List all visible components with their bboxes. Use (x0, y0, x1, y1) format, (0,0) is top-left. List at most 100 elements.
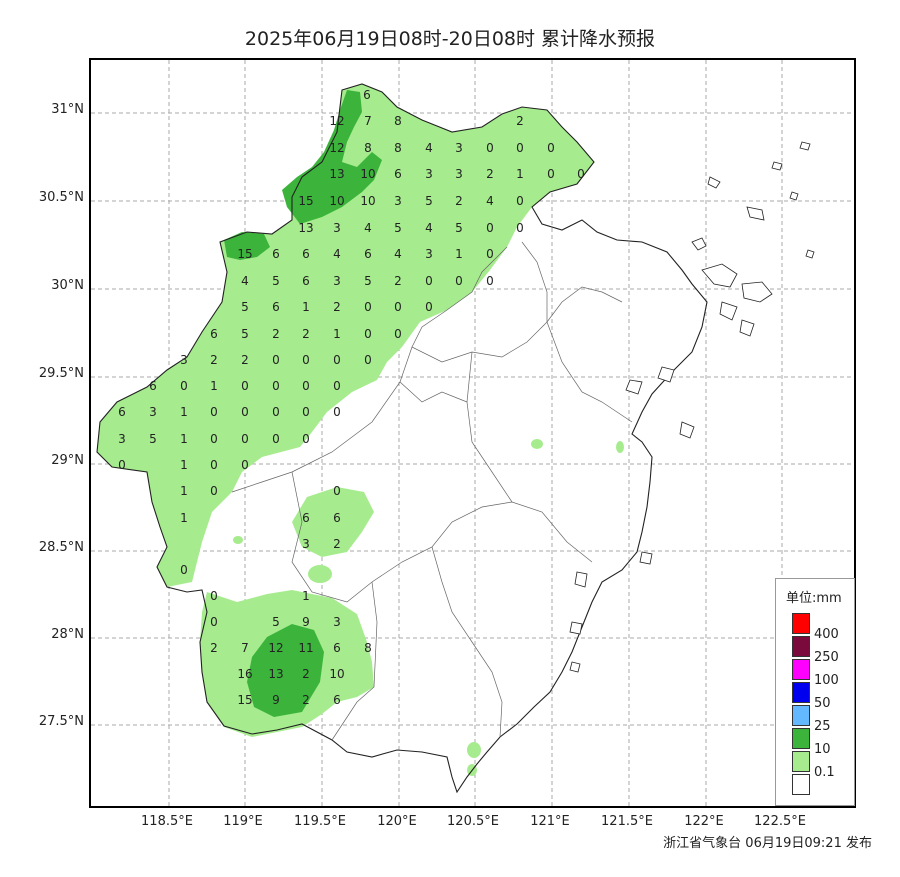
station-value: 4 (425, 221, 433, 235)
station-value: 12 (268, 641, 283, 655)
station-value: 0 (272, 353, 280, 367)
station-value: 8 (364, 641, 372, 655)
lat-label: 30.5°N (38, 190, 84, 205)
lon-label: 122.5°E (754, 814, 806, 829)
station-value: 0 (180, 563, 188, 577)
station-value: 2 (486, 167, 494, 181)
station-value: 0 (241, 405, 249, 419)
station-value: 0 (547, 167, 555, 181)
lat-label: 29.5°N (38, 366, 84, 381)
station-value: 0 (425, 300, 433, 314)
station-value: 0 (547, 141, 555, 155)
legend-label: 25 (814, 719, 831, 734)
station-value: 15 (237, 693, 252, 707)
station-value: 0 (210, 405, 218, 419)
station-value: 4 (425, 141, 433, 155)
station-value: 0 (333, 353, 341, 367)
station-value: 13 (329, 167, 344, 181)
station-value: 0 (302, 432, 310, 446)
station-value: 1 (302, 589, 310, 603)
station-value: 0 (302, 405, 310, 419)
station-value: 2 (333, 537, 341, 551)
station-value: 0 (364, 353, 372, 367)
station-value: 0 (333, 484, 341, 498)
station-value: 3 (180, 353, 188, 367)
station-value: 6 (118, 405, 126, 419)
station-value: 3 (455, 167, 463, 181)
station-value: 0 (516, 194, 524, 208)
station-value: 0 (272, 432, 280, 446)
station-value: 4 (364, 221, 372, 235)
station-value: 2 (210, 353, 218, 367)
station-value: 5 (241, 300, 249, 314)
station-value: 2 (210, 641, 218, 655)
station-value: 4 (394, 247, 402, 261)
lon-label: 119°E (223, 814, 263, 829)
station-value: 0 (486, 274, 494, 288)
station-value: 2 (272, 327, 280, 341)
legend-label: 250 (814, 650, 839, 665)
station-value: 2 (302, 693, 310, 707)
precip-moderate-area (224, 90, 382, 717)
station-value: 6 (333, 511, 341, 525)
lat-label: 31°N (51, 102, 84, 117)
station-values: 612 7 8 212 8 8 4 3 0 0 013 10 6 3 3 2 1 0 015 10 10 3 5 2 4 013 3… (118, 88, 585, 707)
station-value: 3 (333, 274, 341, 288)
small-rain-patch (308, 565, 332, 583)
station-value: 12 (329, 114, 344, 128)
station-value: 0 (577, 167, 585, 181)
station-value: 13 (268, 667, 283, 681)
station-value: 7 (241, 641, 249, 655)
station-value: 5 (425, 194, 433, 208)
lon-label: 120°E (377, 814, 417, 829)
lon-label: 120.5°E (447, 814, 499, 829)
station-value: 0 (241, 458, 249, 472)
lon-label: 121°E (530, 814, 570, 829)
station-value: 3 (118, 432, 126, 446)
lat-label: 29°N (51, 453, 84, 468)
station-value: 6 (272, 300, 280, 314)
west-heavy-rain-core (224, 232, 270, 260)
northwest-rain-area (97, 84, 594, 587)
station-value: 1 (180, 511, 188, 525)
station-value: 0 (394, 327, 402, 341)
station-value: 16 (237, 667, 252, 681)
station-value: 0 (241, 379, 249, 393)
station-value: 6 (364, 247, 372, 261)
station-value: 0 (210, 432, 218, 446)
station-value: 0 (302, 353, 310, 367)
station-value: 5 (272, 274, 280, 288)
map-title: 2025年06月19日08时-20日08时 累计降水预报 (244, 28, 656, 50)
north-heavy-rain-core (282, 90, 382, 224)
east-rain-patch-2 (616, 441, 624, 453)
station-value: 8 (364, 141, 372, 155)
station-value: 0 (210, 615, 218, 629)
station-value: 0 (486, 247, 494, 261)
station-value: 0 (210, 589, 218, 603)
station-value: 8 (394, 114, 402, 128)
station-value: 10 (329, 667, 344, 681)
station-value: 3 (394, 194, 402, 208)
legend-label: 10 (814, 742, 831, 757)
station-value: 0 (516, 221, 524, 235)
station-value: 5 (455, 221, 463, 235)
lon-label: 122°E (684, 814, 724, 829)
station-value: 15 (237, 247, 252, 261)
station-value: 5 (272, 615, 280, 629)
station-value: 13 (298, 221, 313, 235)
legend-swatch (792, 705, 810, 726)
publisher-note: 浙江省气象台 06月19日09:21 发布 (663, 836, 872, 851)
station-value: 0 (210, 458, 218, 472)
central-rain-area (292, 487, 374, 557)
map-frame[interactable]: 6 12 7 8 2 12 8 8 4 3 0 0 0 13 10 6 3 3 2 1 0 0 15 10 10 3 5 2 4 0 13 3… (89, 58, 856, 808)
legend-label: 100 (814, 673, 839, 688)
station-value: 3 (149, 405, 157, 419)
station-value: 0 (364, 327, 372, 341)
lat-label: 27.5°N (38, 714, 84, 729)
county-boundaries (231, 241, 633, 741)
station-value: 8 (394, 141, 402, 155)
station-value: 10 (360, 194, 375, 208)
station-value: 3 (425, 247, 433, 261)
station-value: 3 (425, 167, 433, 181)
legend-swatch (792, 728, 810, 749)
